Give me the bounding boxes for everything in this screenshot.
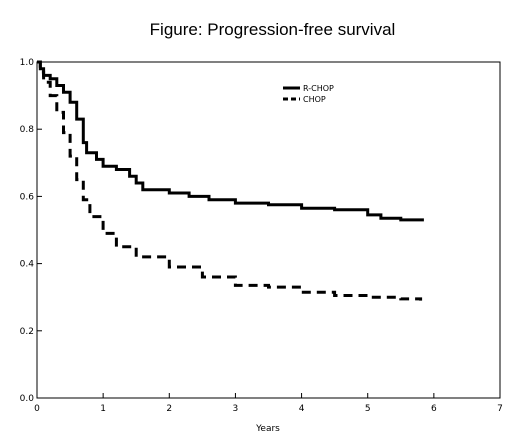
series-layer	[37, 60, 424, 301]
y-tick-label: 0.4	[20, 260, 35, 270]
legend: R-CHOP CHOP	[283, 84, 334, 104]
series-line-r-chop	[37, 60, 424, 222]
x-tick-label: 3	[233, 404, 239, 414]
legend-label: R-CHOP	[303, 84, 334, 93]
x-axis: 0 1 2 3 4 5 6 7	[34, 393, 503, 414]
x-tick-label: 4	[299, 404, 305, 414]
x-tick-label: 2	[166, 404, 172, 414]
y-axis: 0.0 0.2 0.4 0.6 0.8 1.0	[20, 58, 42, 404]
x-tick-label: 6	[431, 404, 437, 414]
plot-frame	[36, 61, 501, 399]
x-tick-label: 1	[100, 404, 106, 414]
y-tick-label: 0.0	[20, 394, 35, 404]
x-tick-label: 7	[497, 404, 503, 414]
y-tick-label: 0.6	[20, 192, 35, 202]
y-tick-label: 1.0	[20, 58, 35, 68]
chart-title: Figure: Progression-free survival	[149, 20, 396, 39]
x-axis-label: Years	[255, 424, 280, 434]
x-tick-label: 5	[365, 404, 371, 414]
y-tick-label: 0.2	[20, 327, 34, 337]
series-line-chop	[37, 60, 423, 301]
legend-label: CHOP	[303, 95, 326, 104]
x-tick-label: 0	[34, 404, 40, 414]
y-tick-label: 0.8	[20, 125, 35, 135]
